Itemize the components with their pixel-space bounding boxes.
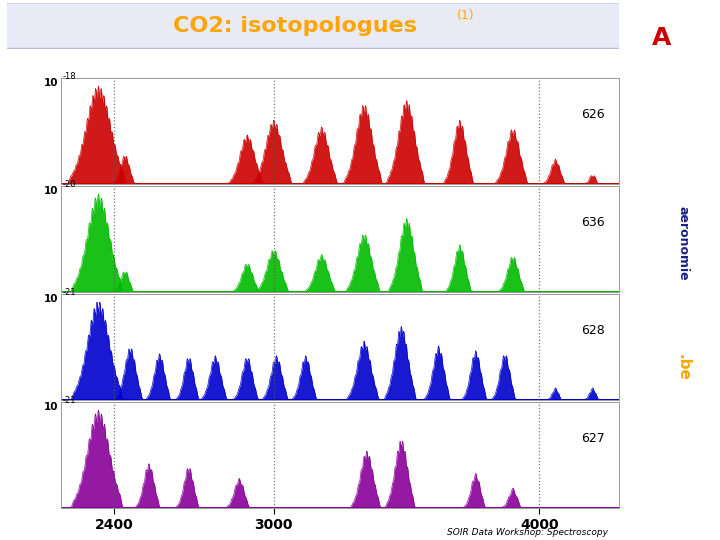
Circle shape [634,0,689,189]
Text: -18: -18 [63,72,76,81]
Text: -21: -21 [63,288,76,297]
Text: 627: 627 [582,432,606,445]
Text: 636: 636 [582,216,606,229]
Text: 628: 628 [582,324,606,337]
Text: aeronomie: aeronomie [677,206,690,280]
Text: SOIR Data Workshop: Spectroscopy: SOIR Data Workshop: Spectroscopy [447,528,608,537]
Text: -20: -20 [63,180,76,189]
Text: -21: -21 [63,396,76,405]
Text: CO2: isotopologues: CO2: isotopologues [173,16,417,36]
Text: 10: 10 [44,402,58,413]
Text: A: A [652,26,671,50]
Text: 10: 10 [44,186,58,197]
Text: 626: 626 [582,108,606,121]
Text: 10: 10 [44,78,58,89]
Text: 10: 10 [44,294,58,305]
Text: (1): (1) [457,9,474,22]
Text: .be: .be [675,354,690,381]
FancyBboxPatch shape [0,3,638,49]
